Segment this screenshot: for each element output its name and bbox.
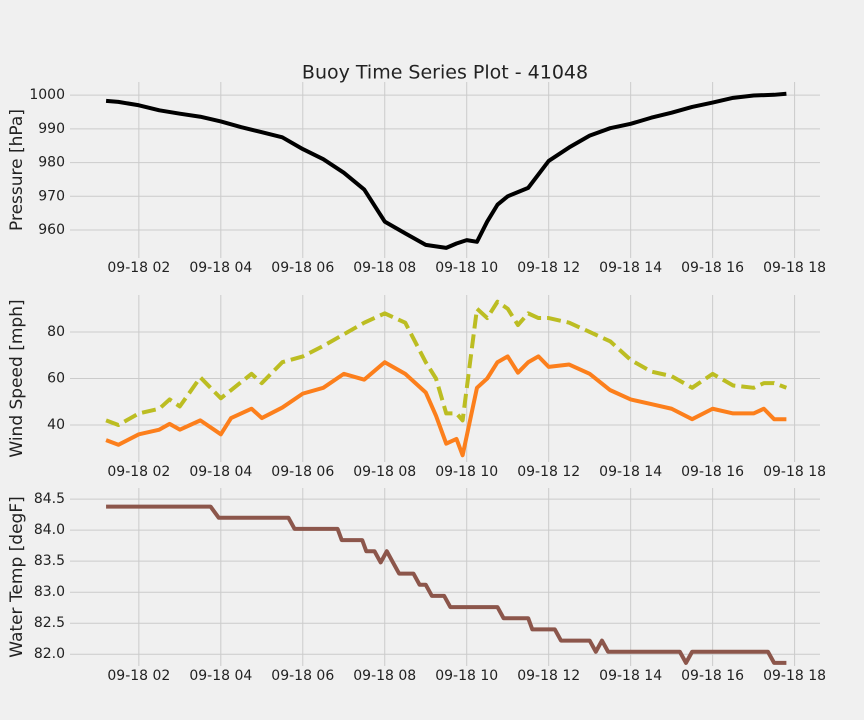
- x-tick-label: 09-18 02: [107, 260, 170, 276]
- x-tick-label: 09-18 18: [763, 260, 826, 276]
- chart-title: Buoy Time Series Plot - 41048: [302, 62, 588, 84]
- y-tick-label: 1000: [29, 87, 65, 103]
- x-tick-label: 09-18 04: [189, 668, 252, 684]
- x-tick-label: 09-18 10: [435, 668, 498, 684]
- x-tick-label: 09-18 14: [599, 260, 662, 276]
- x-tick-label: 09-18 12: [517, 668, 580, 684]
- y-tick-label: 84.0: [34, 522, 65, 538]
- y-tick-label: 980: [38, 155, 65, 171]
- y-tick-label: 960: [38, 222, 65, 238]
- y-tick-label: 40: [47, 417, 65, 433]
- x-tick-label: 09-18 02: [107, 668, 170, 684]
- y-tick-label: 60: [47, 371, 65, 387]
- x-tick-label: 09-18 16: [681, 260, 744, 276]
- y-axis-label: Water Temp [degF]: [7, 496, 27, 657]
- data-line: [105, 354, 787, 458]
- x-tick-label: 09-18 02: [107, 464, 170, 480]
- x-tick-label: 09-18 10: [435, 260, 498, 276]
- y-tick-label: 970: [38, 188, 65, 204]
- y-axis-label: Pressure [hPa]: [7, 109, 27, 231]
- x-tick-label: 09-18 08: [353, 464, 416, 480]
- data-line: [106, 504, 787, 665]
- x-tick-label: 09-18 14: [599, 464, 662, 480]
- x-tick-label: 09-18 08: [353, 260, 416, 276]
- x-tick-label: 09-18 12: [517, 464, 580, 480]
- x-tick-label: 09-18 04: [189, 260, 252, 276]
- x-tick-label: 09-18 10: [435, 464, 498, 480]
- y-tick-label: 83.5: [34, 553, 65, 569]
- x-tick-label: 09-18 18: [763, 464, 826, 480]
- x-tick-label: 09-18 06: [271, 668, 334, 684]
- y-tick-label: 82.0: [34, 646, 65, 662]
- x-tick-label: 09-18 18: [763, 668, 826, 684]
- y-tick-label: 83.0: [34, 584, 65, 600]
- data-line: [105, 91, 787, 250]
- x-tick-label: 09-18 06: [271, 464, 334, 480]
- y-tick-label: 990: [38, 121, 65, 137]
- x-tick-label: 09-18 04: [189, 464, 252, 480]
- y-axis-label: Wind Speed [mph]: [7, 299, 27, 457]
- x-tick-label: 09-18 12: [517, 260, 580, 276]
- x-tick-label: 09-18 08: [353, 668, 416, 684]
- x-tick-label: 09-18 14: [599, 668, 662, 684]
- y-tick-label: 80: [47, 324, 65, 340]
- x-tick-label: 09-18 06: [271, 260, 334, 276]
- data-line: [105, 299, 788, 428]
- y-tick-label: 84.5: [34, 491, 65, 507]
- y-tick-label: 82.5: [34, 615, 65, 631]
- x-tick-label: 09-18 16: [681, 464, 744, 480]
- x-tick-label: 09-18 16: [681, 668, 744, 684]
